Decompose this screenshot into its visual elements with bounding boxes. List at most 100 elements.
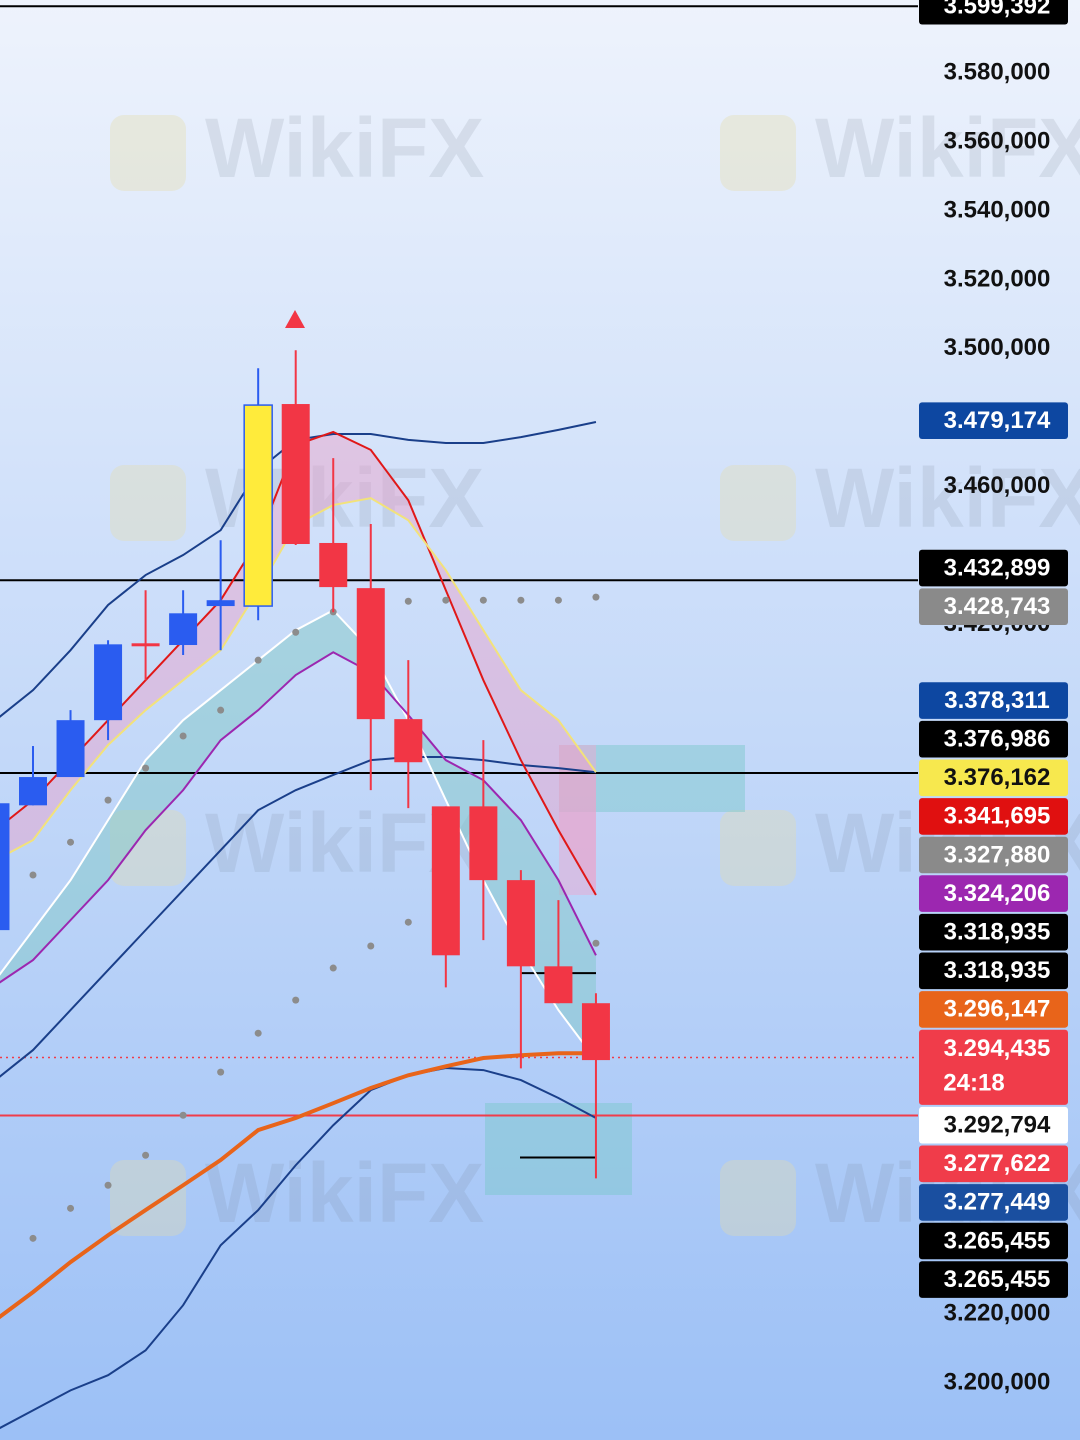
candle-body xyxy=(0,803,10,931)
price-tag-label: 3.296,147 xyxy=(944,996,1051,1023)
watermark-logo xyxy=(720,465,796,541)
candle-body xyxy=(56,720,85,778)
candle-body xyxy=(581,1003,610,1061)
watermark-logo xyxy=(720,115,796,191)
price-tag xyxy=(919,798,1068,835)
indicator-dot xyxy=(217,1068,225,1076)
price-axis: 3.580,000 3.560,000 3.540,000 3.520,000 3.50… xyxy=(919,0,1068,1395)
indicator-dot xyxy=(67,1204,75,1212)
indicator-line xyxy=(0,651,597,984)
price-tag-label: 3.294,435 xyxy=(944,1035,1051,1062)
price-tag xyxy=(919,549,1068,587)
indicator-dot xyxy=(554,596,562,604)
indicator-dot xyxy=(104,1181,112,1189)
price-tag-label: 3.292,794 xyxy=(944,1112,1051,1139)
watermark-logo xyxy=(720,810,796,886)
price-tag xyxy=(919,836,1068,874)
y-tick-label: 3.560,000 xyxy=(944,127,1051,154)
candle-body xyxy=(281,404,310,545)
y-tick-label: 3.540,000 xyxy=(944,196,1051,223)
price-tag-label: 3.378,311 xyxy=(944,687,1049,714)
indicator-dot xyxy=(67,838,75,846)
indicator-dot xyxy=(329,964,337,972)
price-tag-label: 3.428,743 xyxy=(944,593,1051,620)
indicator-dot xyxy=(217,706,225,714)
price-tag-label: 3.479,174 xyxy=(944,407,1051,434)
y-tick-label: 3.220,000 xyxy=(944,1300,1051,1327)
indicator-dot xyxy=(292,996,300,1004)
price-tag-label: 3.327,880 xyxy=(944,841,1051,868)
y-tick-label: 3.460,000 xyxy=(944,472,1051,499)
watermark-text: WikiFX xyxy=(815,451,1080,545)
candle-body xyxy=(431,806,460,956)
candle-body xyxy=(243,404,273,607)
price-tag xyxy=(919,682,1068,719)
price-tag xyxy=(919,1184,1068,1221)
indicator-dot xyxy=(479,596,487,604)
candle-body xyxy=(94,644,123,721)
indicator-dot xyxy=(179,1111,187,1119)
price-tag xyxy=(919,1145,1068,1183)
price-tag xyxy=(919,913,1068,951)
plot-area xyxy=(0,5,918,1430)
price-tag-label: 3.432,899 xyxy=(944,554,1051,581)
indicator-dot xyxy=(29,1234,37,1242)
indicator-dot xyxy=(367,942,375,950)
candle-body xyxy=(319,542,348,588)
indicator-dot xyxy=(29,871,37,879)
price-tag xyxy=(919,875,1068,912)
indicator-dot xyxy=(179,732,187,740)
price-tag xyxy=(919,1222,1068,1260)
indicator-dot xyxy=(254,1029,262,1037)
price-tag xyxy=(919,952,1068,990)
price-tag-label: 3.265,455 xyxy=(944,1227,1051,1254)
candle-body xyxy=(19,777,47,806)
price-tag-label: 3.376,162 xyxy=(944,764,1051,791)
indicator-line xyxy=(0,1051,596,1320)
indicator-dot xyxy=(592,593,600,601)
indicator-line xyxy=(0,1067,597,1430)
candle-body xyxy=(169,613,198,646)
price-tag xyxy=(919,1029,1068,1105)
watermark-text: WikiFX xyxy=(815,101,1080,195)
y-tick-label: 3.500,000 xyxy=(944,334,1051,361)
indicator-dot xyxy=(517,596,525,604)
indicator-dot xyxy=(104,796,112,804)
price-tag-label: 3.318,935 xyxy=(944,957,1051,984)
indicator-dot xyxy=(254,656,262,664)
indicator-dot xyxy=(292,628,300,636)
price-tag xyxy=(919,720,1068,758)
price-tag xyxy=(919,0,1068,25)
price-tag-label: 3.277,449 xyxy=(944,1189,1051,1216)
price-tag xyxy=(919,1261,1068,1298)
indicator-dot xyxy=(442,596,450,604)
watermark-logo xyxy=(110,1160,186,1236)
price-tag-label: 3.341,695 xyxy=(944,803,1051,830)
candle-body xyxy=(506,880,535,967)
price-tag-label: 3.318,935 xyxy=(944,919,1051,946)
signal-marker xyxy=(285,310,305,328)
watermark-text: WikiFX xyxy=(205,101,484,195)
candle-body xyxy=(131,643,160,647)
price-tag-label: 3.376,986 xyxy=(944,726,1051,753)
price-tag xyxy=(919,991,1068,1028)
candle-body xyxy=(469,806,498,881)
indicator-dot xyxy=(592,939,600,947)
indicator-dot xyxy=(142,764,150,772)
price-tag xyxy=(919,1106,1068,1144)
price-tag xyxy=(919,402,1068,439)
y-tick-label: 3.200,000 xyxy=(944,1368,1051,1395)
watermark-text: WikiFX xyxy=(205,1146,484,1240)
zone-box xyxy=(485,1103,632,1195)
price-tag xyxy=(919,759,1068,797)
countdown-label: 24:18 xyxy=(943,1070,1004,1097)
candle-body xyxy=(206,600,235,607)
candle-body xyxy=(544,966,573,1004)
price-tag xyxy=(919,588,1068,625)
watermark-logo xyxy=(110,115,186,191)
price-tag-label: 3.277,622 xyxy=(944,1150,1051,1177)
y-tick-label: 3.580,000 xyxy=(944,58,1051,85)
watermark-logo xyxy=(110,465,186,541)
